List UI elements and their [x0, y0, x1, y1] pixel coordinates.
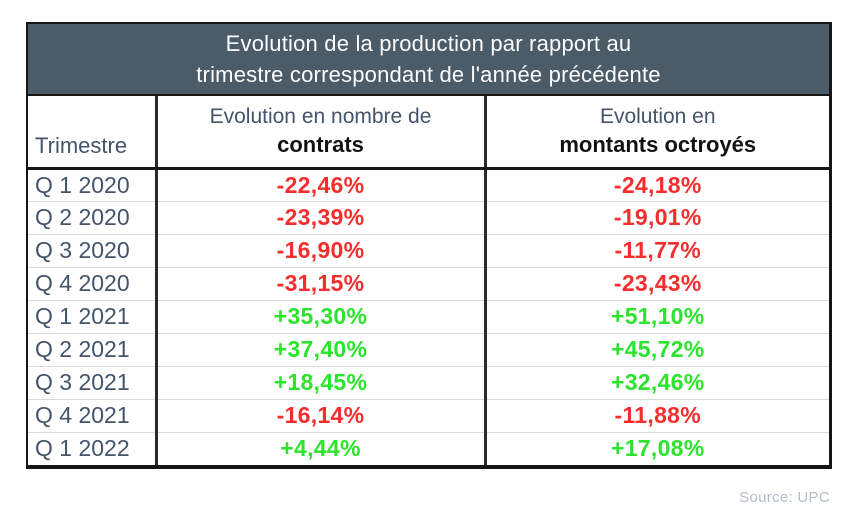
header-montants: Evolution en montants octroyés [483, 96, 829, 170]
montants-value-cell: +17,08% [483, 431, 829, 465]
header-trimestre: Trimestre [28, 96, 156, 170]
montants-value-cell: -11,88% [483, 398, 829, 432]
table-title-line-1: Evolution de la production par rapport a… [225, 30, 632, 56]
montants-value-cell: +32,46% [483, 365, 829, 399]
montants-value-cell: -19,01% [483, 200, 829, 234]
production-evolution-table: Evolution de la production par rapport a… [26, 22, 832, 469]
montants-value-cell: -24,18% [483, 168, 829, 201]
table-header: Trimestre Evolution en nombre de contrat… [28, 96, 829, 170]
montants-value-cell: +51,10% [483, 299, 829, 333]
contrats-value-cell: -16,14% [154, 398, 485, 432]
montants-value-cell: -23,43% [483, 266, 829, 300]
contrats-value-cell: -22,46% [154, 168, 485, 201]
contrats-value-cell: +18,45% [154, 365, 485, 399]
montants-value-cell: +45,72% [483, 332, 829, 366]
source-note: Source: UPC [739, 489, 830, 506]
table-row: Q 4 2020 -31,15% -23,43% [28, 266, 829, 300]
contrats-value-cell: +37,40% [154, 332, 485, 366]
trimestre-cell: Q 1 2020 [28, 168, 156, 201]
table-row: Q 1 2021 +35,30% +51,10% [28, 299, 829, 333]
table-row: Q 3 2021 +18,45% +32,46% [28, 365, 829, 399]
table-row: Q 1 2022 +4,44% +17,08% [28, 431, 829, 465]
trimestre-cell: Q 2 2021 [28, 332, 156, 366]
montants-value-cell: -11,77% [483, 233, 829, 267]
header-contrats-line-2: contrats [277, 132, 364, 158]
header-row: Trimestre Evolution en nombre de contrat… [28, 96, 829, 170]
contrats-value-cell: -31,15% [154, 266, 485, 300]
table-title: Evolution de la production par rapport a… [28, 24, 829, 96]
contrats-value-cell: -16,90% [154, 233, 485, 267]
trimestre-cell: Q 1 2021 [28, 299, 156, 333]
trimestre-cell: Q 4 2020 [28, 266, 156, 300]
trimestre-cell: Q 3 2020 [28, 233, 156, 267]
contrats-value-cell: +35,30% [154, 299, 485, 333]
table-body: Q 1 2020 -22,46% -24,18% Q 2 2020 -23,39% -19… [28, 168, 829, 465]
table-row: Q 4 2021 -16,14% -11,88% [28, 398, 829, 432]
header-montants-line-2: montants octroyés [559, 132, 757, 158]
contrats-value-cell: -23,39% [154, 200, 485, 234]
table-row: Q 1 2020 -22,46% -24,18% [28, 168, 829, 201]
table-row: Q 2 2020 -23,39% -19,01% [28, 200, 829, 234]
trimestre-cell: Q 3 2021 [28, 365, 156, 399]
trimestre-cell: Q 4 2021 [28, 398, 156, 432]
header-contrats-line-1: Evolution en nombre de [209, 104, 432, 128]
header-montants-line-1: Evolution en [599, 104, 716, 128]
table-title-line-2: trimestre correspondant de l'année précé… [196, 62, 661, 87]
header-contrats: Evolution en nombre de contrats [154, 96, 485, 170]
contrats-value-cell: +4,44% [154, 431, 485, 465]
data-table: Trimestre Evolution en nombre de contrat… [28, 96, 829, 465]
trimestre-cell: Q 2 2020 [28, 200, 156, 234]
table-row: Q 3 2020 -16,90% -11,77% [28, 233, 829, 267]
trimestre-cell: Q 1 2022 [28, 431, 156, 465]
table-row: Q 2 2021 +37,40% +45,72% [28, 332, 829, 366]
